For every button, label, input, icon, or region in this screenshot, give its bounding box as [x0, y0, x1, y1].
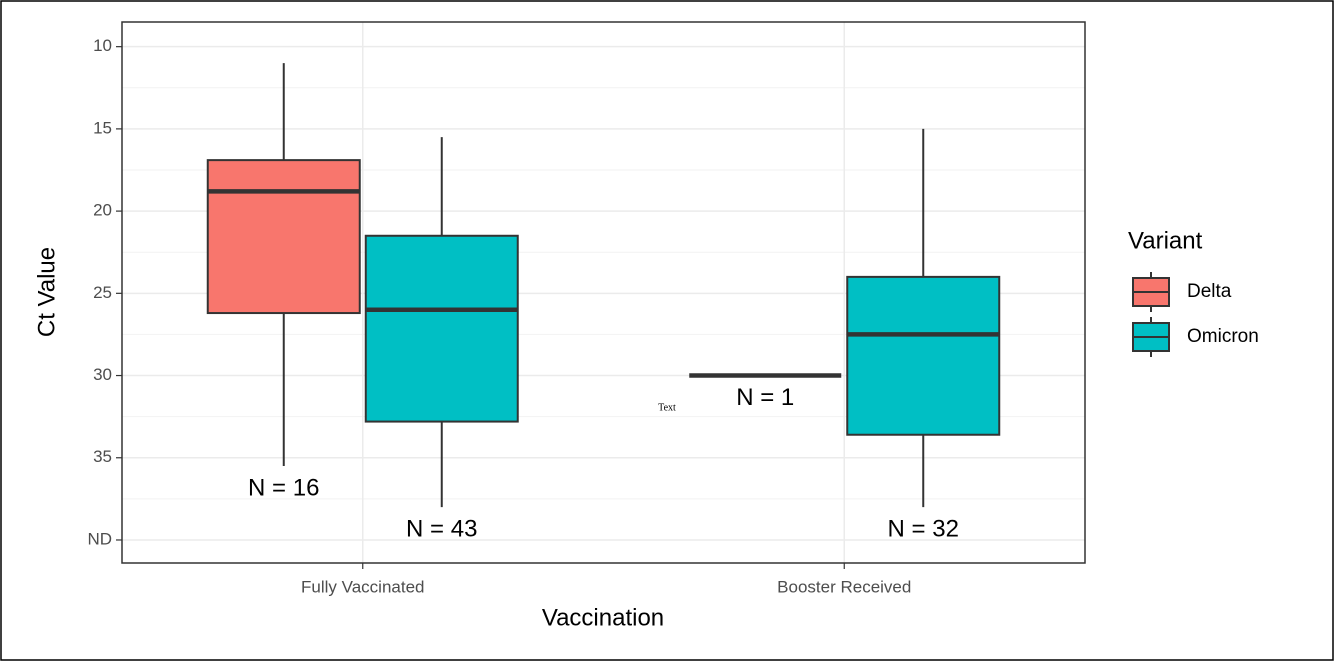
- legend-label: Omicron: [1187, 326, 1259, 347]
- panel-border: [121, 21, 1086, 564]
- legend-item: Delta: [1132, 272, 1232, 312]
- box: [846, 275, 1001, 436]
- box: [364, 234, 519, 423]
- y-tick-label: ND: [87, 529, 112, 548]
- x-axis-title: Vaccination: [542, 604, 664, 631]
- y-tick-label: 30: [93, 365, 112, 384]
- legend-title: Variant: [1128, 227, 1203, 254]
- y-tick-label: 10: [93, 36, 112, 55]
- annotation: Text: [658, 402, 676, 413]
- x-tick-label: Fully Vaccinated: [301, 577, 424, 596]
- n-label: N = 32: [888, 515, 959, 542]
- box-group: [846, 128, 1001, 508]
- legend-label: Delta: [1187, 281, 1232, 302]
- n-label: N = 43: [406, 515, 477, 542]
- box: [206, 159, 361, 315]
- y-tick-label: 15: [93, 118, 112, 137]
- y-axis-title: Ct Value: [33, 247, 60, 337]
- box-group: [364, 137, 519, 508]
- x-tick-label: Booster Received: [777, 577, 911, 596]
- n-label: N = 16: [248, 474, 319, 501]
- box-group: [206, 63, 361, 466]
- y-tick-label: 35: [93, 447, 112, 466]
- n-label: N = 1: [736, 384, 794, 411]
- y-tick-label: 25: [93, 283, 112, 302]
- y-tick-label: 20: [93, 201, 112, 220]
- legend-item: Omicron: [1132, 317, 1259, 357]
